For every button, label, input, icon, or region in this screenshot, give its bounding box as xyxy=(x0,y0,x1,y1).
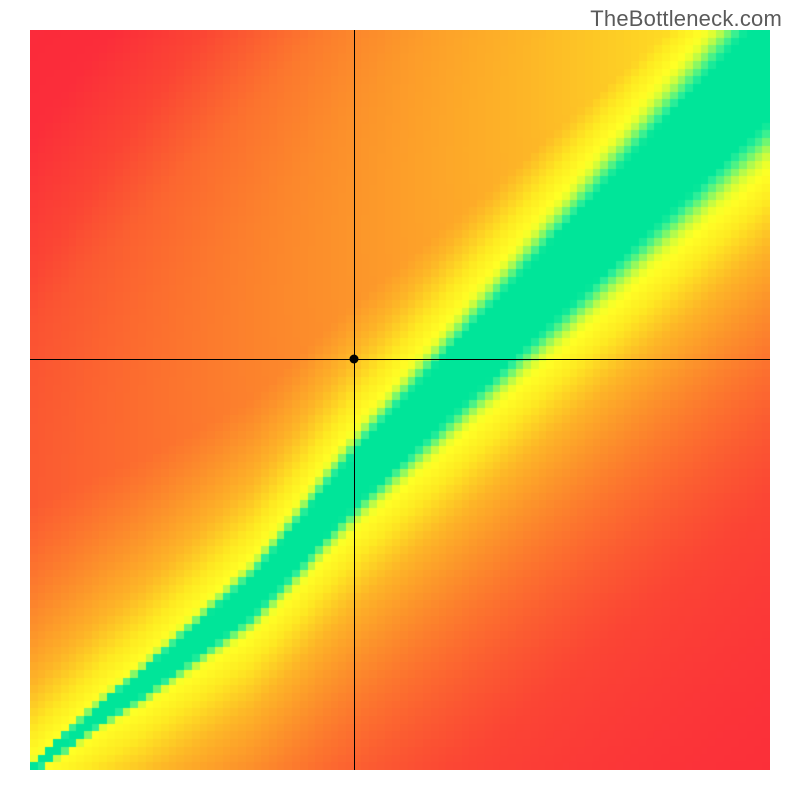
crosshair-marker xyxy=(350,355,359,364)
bottleneck-heatmap xyxy=(30,30,770,770)
crosshair-horizontal xyxy=(30,359,770,360)
watermark-text: TheBottleneck.com xyxy=(590,6,782,32)
crosshair-vertical xyxy=(354,30,355,770)
